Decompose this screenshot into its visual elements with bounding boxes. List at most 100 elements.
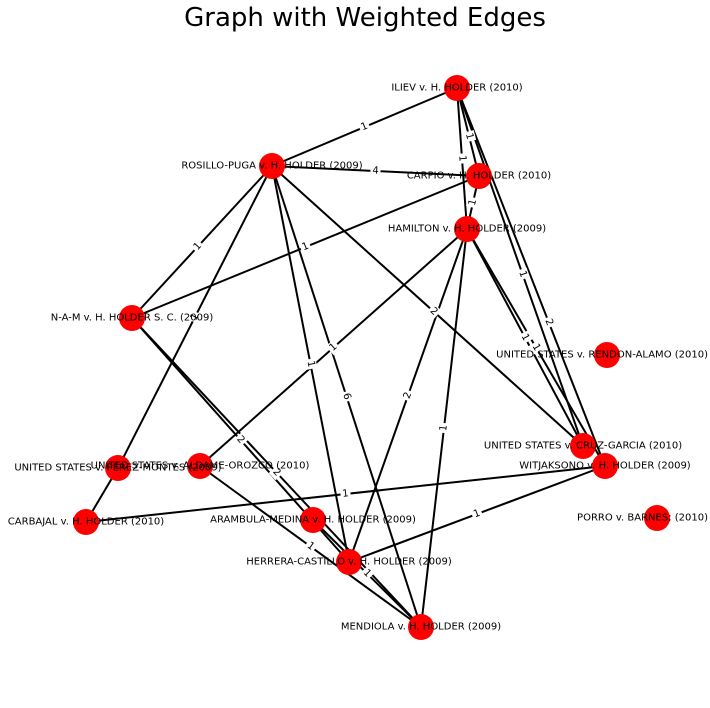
edge-weight-label: 1 bbox=[304, 360, 316, 368]
edge-label-group-iliev-carpio: 1 bbox=[462, 130, 477, 143]
edge-label-bg bbox=[541, 315, 557, 330]
edge-label-bg bbox=[187, 309, 203, 325]
edge-label-group-herrera-witjaksono: 1 bbox=[470, 506, 484, 522]
edge-label-group-carpio-nam: 1 bbox=[298, 239, 313, 255]
edge-label-bg bbox=[370, 164, 381, 178]
node-carbajal bbox=[73, 509, 99, 535]
edge-rosillo-nam bbox=[131, 165, 273, 319]
node-label-iliev: ILIEV v. H. HOLDER (2010) bbox=[391, 83, 522, 94]
node-label-porro: PORRO v. BARNES; (2010) bbox=[577, 513, 708, 524]
edge-iliev-cruz bbox=[456, 87, 584, 447]
edge-label-group-rosillo-mendiola: 6 bbox=[339, 389, 354, 404]
node-label-mendiola: MENDIOLA v. H. HOLDER (2009) bbox=[341, 622, 501, 633]
edge-weight-label: 1 bbox=[300, 241, 310, 254]
edge-label-bg bbox=[528, 340, 544, 355]
edge-label-bg bbox=[517, 330, 533, 345]
node-label-layer: ILIEV v. H. HOLDER (2010) ROSILLO-PUGA v.… bbox=[8, 83, 708, 633]
node-hamilton bbox=[454, 216, 480, 242]
edge-label-group-carpio-hamilton: 1 bbox=[466, 196, 480, 209]
node-porro bbox=[644, 505, 670, 531]
edge-label-bg bbox=[400, 388, 416, 403]
edge-label-bg bbox=[359, 565, 375, 582]
edge-weight-label: 1 bbox=[519, 332, 532, 343]
node-label-carbajal: CARBAJAL v. H. HOLDER (2010) bbox=[8, 517, 164, 528]
edge-weight-label: 1 bbox=[516, 269, 528, 279]
graph-title: Graph with Weighted Edges bbox=[184, 3, 546, 33]
node-herrera bbox=[336, 549, 362, 575]
node-label-rosillo: ROSILLO-PUGA v. H. HOLDER (2009) bbox=[181, 161, 362, 172]
edge-label-group-carbajal-witjaksono: 1 bbox=[339, 487, 352, 501]
edge-weight-label: 1 bbox=[342, 488, 350, 500]
node-label-aldame: UNITED STATES v. ALDAME-OROZCO (2010) bbox=[91, 461, 310, 472]
edge-label-group-rosillo-nam: 1 bbox=[189, 238, 206, 255]
node-label-witjaksono: WITJAKSONO v. H. HOLDER (2009) bbox=[519, 461, 691, 472]
edge-label-group-rosillo-herrera: 1 bbox=[303, 357, 318, 371]
node-carpio bbox=[466, 163, 492, 189]
edge-label-group-iliev-witjaksono: 2 bbox=[541, 315, 557, 330]
edge-weight-label: 4 bbox=[372, 165, 379, 176]
node-witjaksono bbox=[592, 453, 618, 479]
edge-label-bg bbox=[357, 119, 372, 135]
edge-rosillo-cruz bbox=[271, 165, 584, 447]
edge-label-bg bbox=[339, 487, 352, 501]
node-label-herrera: HERRERA-CASTILLO v. H. HOLDER (2009) bbox=[246, 557, 452, 568]
edge-label-bg bbox=[515, 267, 530, 281]
node-iliev bbox=[444, 75, 470, 101]
node-nam bbox=[119, 305, 145, 331]
edge-label-bg bbox=[462, 130, 477, 143]
edge-label-group-nam-mendiola: 2 bbox=[268, 464, 285, 481]
edge-label-group-iliev-rosillo: 1 bbox=[357, 119, 372, 135]
edge-weight-label: 1 bbox=[438, 424, 450, 432]
edge-label-bg bbox=[455, 153, 469, 164]
edge-label-bg bbox=[466, 196, 480, 209]
node-label-hamilton: HAMILTON v. H. HOLDER (2009) bbox=[388, 224, 546, 235]
node-label-nam: N-A-M v. H. HOLDER S. C. (2009) bbox=[51, 313, 214, 324]
edge-label-group-rosillo-carpio: 4 bbox=[370, 164, 381, 178]
edge-label-bg bbox=[325, 339, 342, 356]
edge-label-bg bbox=[189, 238, 206, 255]
node-rosillo bbox=[259, 153, 285, 179]
node-arambula bbox=[300, 507, 326, 533]
node-cruz bbox=[570, 433, 596, 459]
node-label-carpio: CARPIO v. H. HOLDER (2010) bbox=[407, 171, 551, 182]
edge-weight-label: 2 bbox=[402, 391, 414, 401]
edge-label-group-rosillo-perez: 1 bbox=[187, 309, 203, 325]
edge-weight-label: 1 bbox=[305, 540, 317, 553]
edge-label-group-hamilton-mendiola: 1 bbox=[437, 422, 451, 434]
edge-weight-label: 2 bbox=[542, 317, 555, 327]
edge-label-group-hamilton-cruz: 1 bbox=[517, 330, 533, 345]
node-label-cruz: UNITED STATES v. CRUZ-GARCIA (2010) bbox=[484, 441, 682, 452]
node-label-perez: UNITED STATES v. PEREZ-MONTES (2009) bbox=[14, 463, 221, 474]
node-label-rendon: UNITED STATES v. RENDON-ALAMO (2010) bbox=[496, 350, 708, 361]
edge-weight-label: 1 bbox=[530, 342, 543, 353]
edge-iliev-witjaksono bbox=[456, 87, 606, 467]
edge-label-bg bbox=[339, 389, 354, 404]
node-rendon bbox=[594, 342, 620, 368]
edge-weight-label: 1 bbox=[359, 121, 369, 134]
edge-label-group-aldame-mendiola: 1 bbox=[302, 538, 319, 555]
edge-label-group-iliev-cruz: 1 bbox=[515, 267, 530, 281]
edge-weight-label: 6 bbox=[340, 392, 352, 401]
edge-label-bg bbox=[470, 506, 484, 522]
edge-label-bg bbox=[437, 422, 451, 434]
edge-weight-label: 1 bbox=[467, 198, 479, 207]
edge-label-group-hamilton-aldame: 1 bbox=[325, 339, 342, 356]
edge-label-group-nam-herrera: 2 bbox=[232, 432, 249, 448]
node-perez bbox=[105, 455, 131, 481]
edge-label-group-rosillo-cruz: 2 bbox=[425, 303, 442, 320]
edge-weight-label: 1 bbox=[189, 312, 202, 323]
node-label-arambula: ARAMBULA-MEDINA v. H. HOLDER (2009) bbox=[210, 515, 416, 526]
edge-label-bg bbox=[298, 239, 313, 255]
edge-weight-label: 1 bbox=[472, 508, 482, 521]
edge-label-bg bbox=[302, 538, 319, 555]
edge-weight-label: 1 bbox=[463, 132, 475, 141]
edge-label-bg bbox=[425, 303, 442, 320]
node-aldame bbox=[187, 453, 213, 479]
edge-label-group-hamilton-herrera: 2 bbox=[400, 388, 416, 403]
edge-label-group-arambula-mendiola: 1 bbox=[359, 565, 375, 582]
edge-label-group-hamilton-witjaksono: 1 bbox=[528, 340, 544, 355]
edge-weight-label: 1 bbox=[456, 155, 467, 162]
edge-label-bg bbox=[303, 357, 318, 371]
edge-label-group-iliev-hamilton: 1 bbox=[455, 153, 469, 164]
